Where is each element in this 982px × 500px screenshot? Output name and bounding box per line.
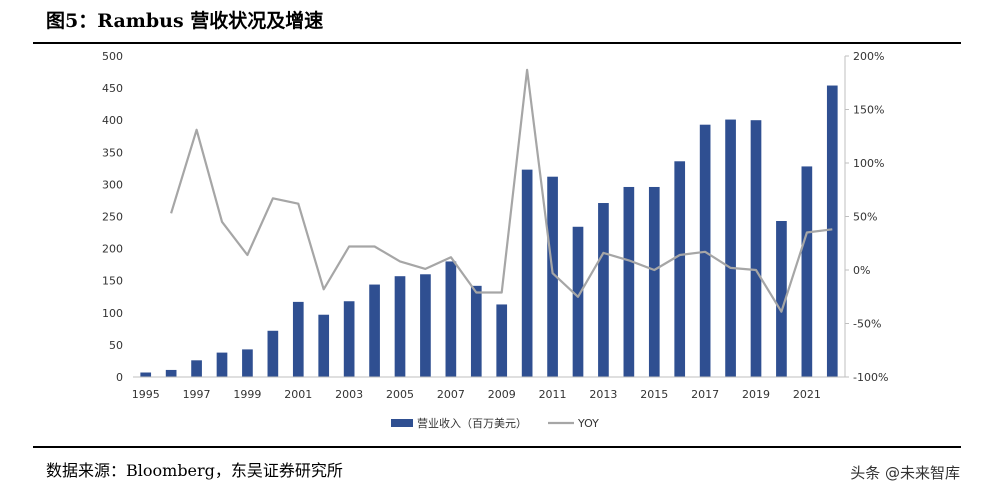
revenue-bar [801,166,813,377]
x-tick-label: 2015 [640,388,668,401]
right-y-tick-label: 50% [853,211,877,224]
revenue-bar [776,220,787,377]
left-y-tick-label: 150 [102,275,123,288]
right-y-tick-label: -50% [853,318,881,331]
bottom-rule [33,446,961,448]
revenue-bar [292,301,304,377]
x-tick-label: 2019 [742,388,770,401]
right-y-axis: -100% -50% 0% 50% 100% 150% 200% [844,50,888,384]
yoy-line [170,68,833,313]
x-tick-label: 1999 [233,388,261,401]
left-y-tick-label: 50 [109,339,123,352]
left-y-tick-label: 350 [102,146,123,159]
x-tick-label: 2003 [335,388,363,401]
revenue-bar [420,274,431,377]
figure-title: 图5：Rambus 营收状况及增速 [46,10,324,32]
revenue-bar [267,330,279,377]
x-tick-label: 2013 [589,388,617,401]
revenue-bar [140,372,152,377]
left-y-tick-label: 0 [116,371,123,384]
revenue-bar [343,301,355,377]
x-tick-label: 2007 [437,388,465,401]
left-y-tick-label: 400 [102,114,123,127]
legend-label-revenue: 营业收入（百万美元） [417,416,527,430]
revenue-bar [598,203,609,377]
watermark: 头条 @未来智库 [850,464,960,482]
revenue-bar [394,276,406,377]
x-tick-label: 2021 [793,388,821,401]
yoy-series-line [170,68,833,313]
left-y-tick-label: 200 [102,243,123,256]
revenue-bar [242,349,253,377]
x-tick-label: 2001 [284,388,312,401]
x-tick-label: 1995 [132,388,160,401]
revenue-bar [572,226,584,377]
left-y-tick-label: 500 [102,50,123,63]
revenue-bar [318,314,330,377]
x-tick-label: 1997 [183,388,211,401]
x-axis: 1995 1997 1999 2001 2003 2005 2007 2009 2011 2013… [132,376,845,401]
revenue-bar [445,261,457,377]
revenue-bar [165,369,177,377]
revenue-bar [470,285,482,377]
x-tick-label: 2005 [386,388,414,401]
right-y-tick-label: 150% [853,104,884,117]
left-y-tick-label: 450 [102,82,123,95]
revenue-bar [191,360,202,377]
source-note: 数据来源：Bloomberg，东吴证券研究所 [46,461,343,480]
legend-label-yoy: YOY [577,417,599,430]
revenue-bar [674,161,686,377]
revenue-bar [216,352,228,377]
revenue-bar [826,85,838,378]
right-y-tick-label: -100% [853,371,888,384]
revenue-bar [623,186,635,377]
legend-swatch-revenue [391,419,413,427]
revenue-bar [521,169,533,377]
top-rule [33,42,961,44]
right-y-tick-label: 100% [853,157,884,170]
revenue-bars [140,85,838,378]
left-y-tick-label: 100 [102,307,123,320]
revenue-bar [369,284,380,377]
right-y-tick-label: 0% [853,264,870,277]
x-tick-label: 2017 [691,388,719,401]
x-tick-label: 2009 [488,388,516,401]
left-y-tick-label: 250 [102,211,123,224]
x-tick-label: 2011 [539,388,567,401]
legend: 营业收入（百万美元） YOY [391,416,599,430]
left-y-axis: 0 50 100 150 200 250 300 350 400 450 500 [102,50,123,384]
revenue-bar [496,304,508,377]
revenue-bar [547,176,558,377]
revenue-bar [648,186,660,377]
left-y-tick-label: 300 [102,178,123,191]
revenue-bar [725,119,736,378]
right-y-tick-label: 200% [853,50,884,63]
revenue-bar [750,120,762,377]
